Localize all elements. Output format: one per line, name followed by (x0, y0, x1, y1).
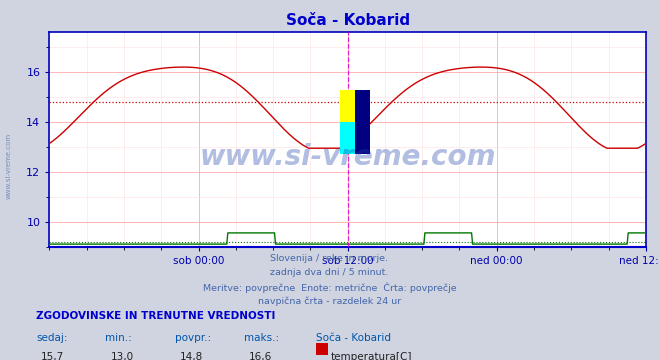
Text: 15,7: 15,7 (41, 352, 65, 360)
Bar (341, 90, 355, 122)
Text: navpična črta - razdelek 24 ur: navpična črta - razdelek 24 ur (258, 297, 401, 306)
Text: 13,0: 13,0 (110, 352, 134, 360)
Text: 16,6: 16,6 (248, 352, 272, 360)
Text: povpr.:: povpr.: (175, 333, 211, 343)
Title: Soča - Kobarid: Soča - Kobarid (285, 13, 410, 28)
Text: min.:: min.: (105, 333, 132, 343)
Text: www.si-vreme.com: www.si-vreme.com (200, 143, 496, 171)
Text: maks.:: maks.: (244, 333, 279, 343)
Text: ZGODOVINSKE IN TRENUTNE VREDNOSTI: ZGODOVINSKE IN TRENUTNE VREDNOSTI (36, 311, 275, 321)
Text: Soča - Kobarid: Soča - Kobarid (316, 333, 391, 343)
Bar (341, 122, 355, 154)
Text: sedaj:: sedaj: (36, 333, 68, 343)
Text: Meritve: povprečne  Enote: metrične  Črta: povprečje: Meritve: povprečne Enote: metrične Črta:… (203, 283, 456, 293)
Text: temperatura[C]: temperatura[C] (331, 352, 413, 360)
Text: Slovenija / reke in morje.: Slovenija / reke in morje. (270, 254, 389, 263)
Text: 14,8: 14,8 (179, 352, 203, 360)
Text: zadnja dva dni / 5 minut.: zadnja dva dni / 5 minut. (270, 268, 389, 277)
Text: www.si-vreme.com: www.si-vreme.com (5, 132, 11, 199)
Bar (355, 90, 370, 154)
